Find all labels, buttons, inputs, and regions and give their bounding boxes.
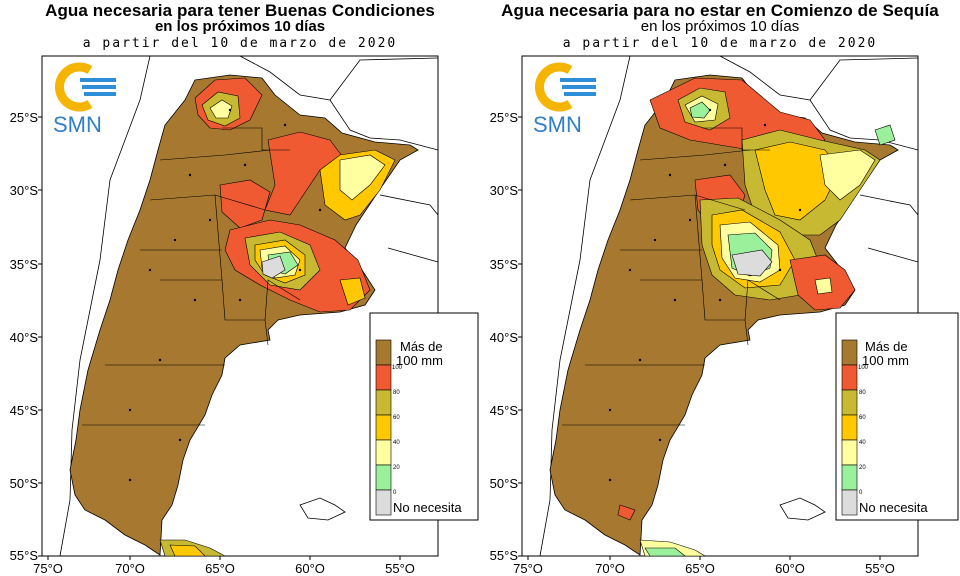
- legend-tick: 0: [859, 490, 863, 496]
- lon-label: 65°O: [685, 561, 715, 576]
- legend-tick: 20: [393, 465, 400, 471]
- lon-label: 70°O: [115, 561, 145, 576]
- legend-tick: 100: [392, 365, 403, 371]
- lat-label: 45°S: [490, 403, 519, 418]
- legend-swatch: [375, 439, 392, 466]
- lat-label: 40°S: [10, 330, 39, 345]
- date-line: a partir del 10 de marzo de 2020: [562, 36, 878, 51]
- islas-malvinas: [299, 497, 346, 521]
- legend-top-label-2: 100 mm: [396, 353, 443, 368]
- lon-label: 55°O: [385, 561, 415, 576]
- legend-swatch: [375, 464, 392, 491]
- panel-comienzo-sequia: Agua necesaria para no estar en Comienzo…: [480, 0, 960, 576]
- lon-label: 70°O: [595, 561, 625, 576]
- lat-ticks: [38, 116, 42, 557]
- lon-label: 60°O: [775, 561, 805, 576]
- lat-label: 30°S: [10, 183, 39, 198]
- legend-swatch: [375, 389, 392, 416]
- smn-logo: SMN: [53, 62, 116, 137]
- legend-swatch: [375, 339, 392, 366]
- legend-tick: 40: [859, 440, 866, 446]
- lon-label: 60°O: [295, 561, 325, 576]
- legend-bottom-label: No necesita: [859, 500, 928, 515]
- lon-label: 75°O: [513, 561, 543, 576]
- legend-top-label-1: Más de: [865, 339, 908, 354]
- map-argentina-left: 25°S 30°S 35°S 40°S 45°S 50°S 55°S 75°O …: [10, 55, 479, 576]
- panel-buenas-condiciones: Agua necesaria para tener Buenas Condici…: [10, 1, 479, 576]
- legend-bottom-label: No necesita: [393, 500, 462, 515]
- legend-swatch: [841, 389, 858, 416]
- lat-label: 45°S: [10, 403, 39, 418]
- province-borders: [82, 127, 301, 426]
- contour-areas: [617, 77, 896, 557]
- lat-ticks: [518, 116, 522, 557]
- logo-text: SMN: [533, 112, 582, 137]
- legend-swatch: [375, 364, 392, 391]
- map-subtitle: en los próximos 10 días: [154, 18, 326, 35]
- lat-label: 55°S: [10, 548, 39, 563]
- province-borders: [562, 127, 781, 426]
- lat-label: 25°S: [10, 110, 39, 125]
- station-dots: [608, 108, 802, 482]
- legend-tick: 60: [393, 415, 400, 421]
- map-subtitle: en los próximos 10 días: [640, 18, 800, 35]
- legend-swatch: [375, 414, 392, 441]
- country-borders: [539, 55, 919, 557]
- legend-tick: 40: [393, 440, 400, 446]
- lat-label: 30°S: [490, 183, 519, 198]
- legend-top-label-2: 100 mm: [862, 353, 909, 368]
- legend-tick: 20: [859, 465, 866, 471]
- lon-label: 75°O: [33, 561, 63, 576]
- legend-swatch: [841, 489, 858, 516]
- logo-text: SMN: [53, 112, 102, 137]
- lon-ticks: [47, 556, 401, 560]
- legend: Más de 100 mm 100 80 60 40 20 0 No neces…: [369, 312, 479, 521]
- legend-tick: 60: [859, 415, 866, 421]
- lat-label: 35°S: [10, 257, 39, 272]
- date-line: a partir del 10 de marzo de 2020: [82, 36, 398, 51]
- legend-tick: 80: [859, 390, 866, 396]
- lon-ticks: [527, 556, 881, 560]
- legend: Más de 100 mm 100 80 60 40 20 0 No neces…: [835, 312, 959, 521]
- legend-top-label-1: Más de: [400, 339, 443, 354]
- legend-swatch: [841, 414, 858, 441]
- legend-swatch: [375, 489, 392, 516]
- islas-malvinas: [779, 497, 826, 521]
- legend-swatch: [841, 464, 858, 491]
- lat-label: 50°S: [10, 476, 39, 491]
- contour-areas: [159, 77, 396, 557]
- lon-label: 65°O: [205, 561, 235, 576]
- legend-swatch: [841, 339, 858, 366]
- legend-swatch: [841, 439, 858, 466]
- legend-swatch: [841, 364, 858, 391]
- legend-tick: 80: [393, 390, 400, 396]
- legend-tick: 0: [393, 490, 397, 496]
- station-dots: [128, 108, 322, 482]
- lat-label: 55°S: [490, 548, 519, 563]
- lat-label: 50°S: [490, 476, 519, 491]
- map-argentina-right: 25°S 30°S 35°S 40°S 45°S 50°S 55°S 75°O …: [490, 55, 959, 576]
- legend-tick: 100: [858, 365, 869, 371]
- country-borders: [59, 55, 439, 557]
- lat-label: 35°S: [490, 257, 519, 272]
- smn-logo: SMN: [533, 62, 596, 137]
- lon-label: 55°O: [865, 561, 895, 576]
- map-title: Agua necesaria para no estar en Comienzo…: [501, 1, 939, 20]
- map-title: Agua necesaria para tener Buenas Condici…: [45, 1, 435, 20]
- lat-label: 25°S: [490, 110, 519, 125]
- lat-label: 40°S: [490, 330, 519, 345]
